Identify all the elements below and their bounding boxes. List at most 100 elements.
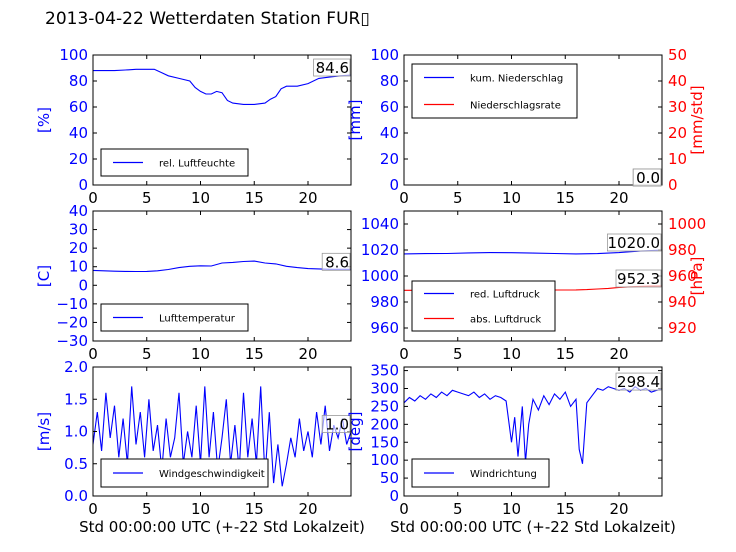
x-axis-label: Std 00:00:00 UTC (+-22 Std Lokalzeit) (79, 518, 365, 536)
legend-box (411, 280, 556, 332)
x-tick-label: 10 (191, 345, 210, 363)
series-line-1 (404, 249, 662, 255)
y-tick-label: 40 (69, 124, 88, 142)
legend-box (411, 63, 578, 119)
legend-label: kum. Niederschlag (470, 74, 563, 85)
y-tick-label: 350 (370, 362, 399, 380)
value-annotation: 84.6 (316, 59, 349, 77)
chart-precip: 0 5 10 15 20 0 20 40 60 80 100 0 10 20 30 40 50 [mm] [mm/s… (346, 46, 706, 207)
series-line-1 (93, 386, 351, 487)
y-tick-label: 0 (78, 176, 88, 194)
value-box (607, 233, 662, 252)
value-box (615, 269, 662, 288)
x-tick-label: 15 (556, 189, 575, 207)
x-tick-label: 0 (88, 500, 98, 518)
value-annotation: 1020.0 (608, 234, 661, 252)
y2-tick-label: 940 (668, 293, 697, 311)
y-tick-label: 300 (370, 380, 399, 398)
value-box (321, 252, 351, 271)
y-axis-label: [deg] (346, 412, 364, 452)
plot-frame (92, 54, 352, 186)
legend-label: Windrichtung (470, 469, 537, 480)
x-tick-label: 15 (245, 345, 264, 363)
x-tick-label: 15 (556, 345, 575, 363)
x-tick-label: 0 (399, 345, 409, 363)
y2-axis-label: [hPa] (688, 257, 706, 296)
value-annotation: 1.0 (325, 416, 349, 434)
value-box (632, 168, 662, 187)
x-tick-label: 5 (453, 189, 463, 207)
value-box (321, 415, 351, 433)
value-annotation: 952.3 (617, 270, 660, 288)
x-tick-label: 10 (191, 189, 210, 207)
legend-label: abs. Luftdruck (470, 315, 541, 326)
y-tick-label: 200 (370, 415, 399, 433)
y-tick-label: 100 (370, 451, 399, 469)
y-tick-label: 80 (69, 72, 88, 90)
value-box (313, 58, 351, 77)
x-tick-label: 10 (191, 500, 210, 518)
x-tick-label: 10 (502, 500, 521, 518)
y-tick-label: 150 (370, 433, 399, 451)
y-tick-label: 2.0 (64, 358, 88, 376)
legend: red. Luftdruck abs. Luftdruck (411, 280, 556, 332)
x-tick-label: 0 (399, 189, 409, 207)
y2-axis-label: [mm/std] (688, 85, 706, 154)
x-tick-label: 5 (142, 500, 152, 518)
x-tick-label: 5 (142, 345, 152, 363)
y-tick-label: 1.5 (64, 390, 88, 408)
x-tick-label: 20 (609, 189, 628, 207)
x-tick-label: 5 (453, 345, 463, 363)
page-title: 2013-04-22 Wetterdaten Station FUR▯ (45, 9, 370, 29)
y-tick-label: 20 (380, 150, 399, 168)
y-axis-label: [m/s] (35, 412, 53, 451)
legend-label: rel. Luftfeuchte (159, 159, 235, 170)
x-tick-label: 5 (142, 189, 152, 207)
y-tick-label: 960 (370, 319, 399, 337)
y-tick-label: 40 (380, 124, 399, 142)
y2-tick-label: 50 (668, 46, 687, 64)
y-tick-label: 20 (69, 239, 88, 257)
y-tick-label: 20 (69, 150, 88, 168)
x-tick-label: 15 (245, 500, 264, 518)
y-tick-label: −20 (56, 313, 88, 331)
legend-label: Niederschlagsrate (470, 101, 561, 112)
y-tick-label: −30 (56, 332, 88, 350)
value-annotation: 8.6 (325, 253, 349, 271)
y-tick-label: 1040 (361, 215, 399, 233)
x-tick-label: 0 (88, 189, 98, 207)
y-tick-label: 10 (69, 258, 88, 276)
legend-label: red. Luftdruck (470, 290, 540, 301)
plot-frame (92, 210, 352, 342)
value-box (615, 372, 662, 391)
y-tick-label: 980 (370, 293, 399, 311)
x-tick-label: 0 (399, 500, 409, 518)
y-tick-label: 40 (69, 202, 88, 220)
series-line-1 (93, 260, 351, 273)
legend-label: Windgeschwindigkeit (159, 469, 265, 480)
x-tick-label: 20 (298, 500, 317, 518)
legend: kum. Niederschlag Niederschlagsrate (411, 63, 578, 119)
y-tick-label: 80 (380, 72, 399, 90)
legend: Windgeschwindigkeit (100, 458, 269, 488)
y2-tick-label: 960 (668, 267, 697, 285)
x-tick-label: 20 (298, 189, 317, 207)
y-tick-label: 1020 (361, 241, 399, 259)
x-tick-label: 15 (245, 189, 264, 207)
legend: rel. Luftfeuchte (100, 148, 249, 177)
chart-temperature: 0 5 10 15 20−30−20−10010203040[C]Lufttempera… (35, 202, 352, 363)
plot-frame (403, 366, 663, 497)
y-tick-label: 1000 (361, 267, 399, 285)
y-tick-label: 0 (389, 176, 399, 194)
y-tick-label: 30 (69, 221, 88, 239)
y-axis-label: [mm] (346, 100, 364, 141)
y-tick-label: 50 (380, 469, 399, 487)
y2-tick-label: 920 (668, 319, 697, 337)
value-annotation: 0.0 (636, 169, 660, 187)
y-tick-label: 60 (380, 98, 399, 116)
y-tick-label: 60 (69, 98, 88, 116)
value-annotation: 298.4 (617, 373, 660, 391)
chart-wind-speed: 0 5 10 15 20 0.0 0.5 1.0 1.5 2.0 [m/s] Std 00:00:00… (35, 358, 365, 536)
